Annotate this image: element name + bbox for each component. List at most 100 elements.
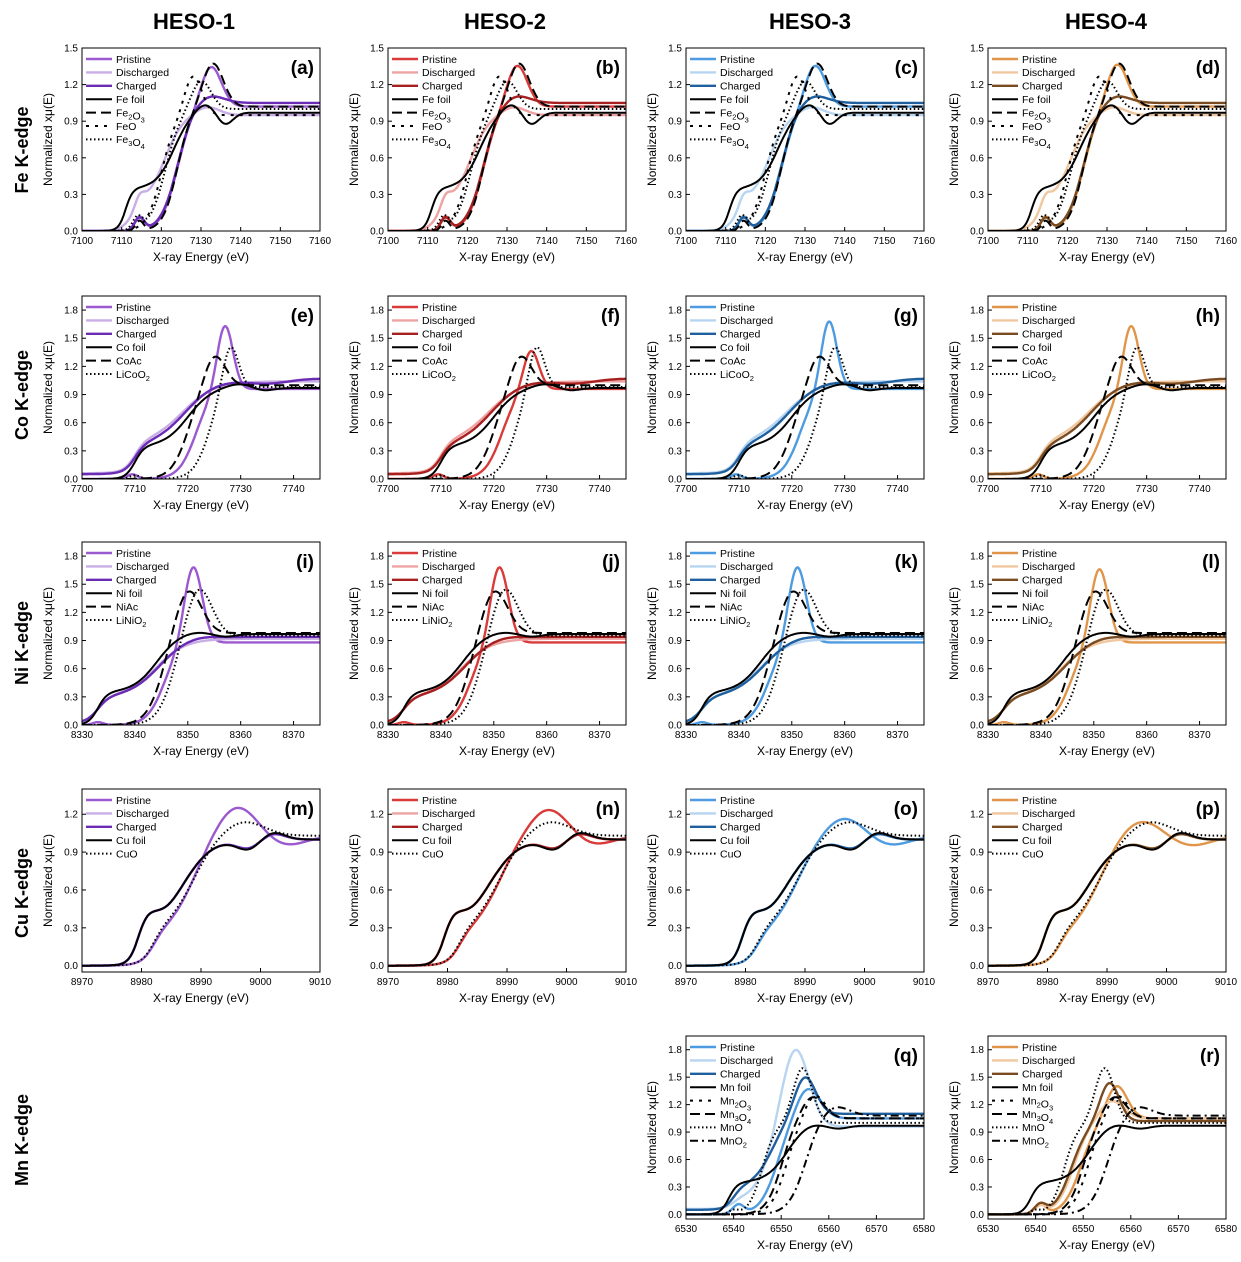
x-tick-label: 6530 bbox=[675, 1224, 698, 1235]
panel-q: 6530 6540 6550 6560 6570 6580 0.0 0.3 0.6 0.9 1.2 1… bbox=[645, 1035, 936, 1252]
y-tick-label: 1.2 bbox=[370, 80, 384, 91]
series-line-discharged bbox=[82, 637, 320, 723]
legend-item: Charged bbox=[422, 81, 462, 93]
legend-item: Fe foil bbox=[720, 94, 749, 106]
legend-item: NiAc bbox=[1022, 601, 1044, 613]
y-tick-label: 1.5 bbox=[970, 580, 984, 591]
series-line-licoo2 bbox=[686, 346, 924, 479]
x-tick-label: 7120 bbox=[1056, 236, 1079, 247]
y-axis-label: Normalized xμ(E) bbox=[41, 341, 55, 434]
series-line-discharged bbox=[686, 106, 924, 231]
x-tick-label: 8340 bbox=[728, 730, 751, 741]
y-tick-label: 0.0 bbox=[370, 227, 384, 238]
x-tick-label: 7740 bbox=[588, 484, 611, 495]
y-tick-label: 0.0 bbox=[668, 721, 682, 732]
legend-item: Charged bbox=[1022, 329, 1062, 341]
series-line-discharged bbox=[988, 380, 1226, 475]
legend-item: LiCoO2 bbox=[1022, 369, 1056, 383]
panel-label: (f) bbox=[601, 306, 620, 327]
series-line-fe-foil bbox=[82, 104, 320, 231]
legend-item: LiNiO2 bbox=[1022, 615, 1052, 629]
x-tick-label: 7140 bbox=[834, 236, 857, 247]
column-title-heso-2: HESO-2 bbox=[464, 9, 546, 34]
legend-item: Discharged bbox=[116, 808, 169, 820]
y-tick-label: 0.6 bbox=[64, 664, 78, 675]
series-group bbox=[82, 325, 320, 479]
y-tick-label: 0.0 bbox=[370, 961, 384, 972]
y-axis-label: Normalized xμ(E) bbox=[947, 834, 961, 927]
y-tick-label: 1.2 bbox=[64, 80, 78, 91]
y-tick-label: 0.3 bbox=[64, 190, 78, 201]
y-axis-label: Normalized xμ(E) bbox=[347, 587, 361, 680]
legend-item: Charged bbox=[1022, 81, 1062, 93]
y-tick-label: 1.8 bbox=[668, 306, 682, 317]
y-tick-label: 0.9 bbox=[668, 848, 682, 859]
y-tick-label: 0.6 bbox=[970, 1155, 984, 1166]
legend-item: Mn foil bbox=[1022, 1082, 1053, 1094]
y-tick-label: 1.5 bbox=[668, 580, 682, 591]
x-axis-label: X-ray Energy (eV) bbox=[1059, 498, 1155, 512]
legend-item: MnO2 bbox=[720, 1136, 747, 1150]
series-line-cuo bbox=[686, 821, 924, 967]
legend-item: Charged bbox=[1022, 822, 1062, 834]
x-tick-label: 7700 bbox=[675, 484, 698, 495]
series-line-niac bbox=[388, 590, 626, 725]
y-tick-label: 1.5 bbox=[370, 44, 384, 55]
series-line-cu-foil bbox=[988, 832, 1226, 967]
y-tick-label: 1.5 bbox=[64, 580, 78, 591]
x-tick-label: 6550 bbox=[1072, 1224, 1095, 1235]
x-tick-label: 6540 bbox=[722, 1224, 745, 1235]
y-tick-label: 1.5 bbox=[370, 580, 384, 591]
x-axis-label: X-ray Energy (eV) bbox=[1059, 1238, 1155, 1252]
y-tick-label: 0.0 bbox=[64, 227, 78, 238]
legend-item: CoAc bbox=[720, 355, 746, 367]
plot-frame bbox=[987, 1035, 1227, 1220]
legend-item: Mn3O4 bbox=[720, 1109, 751, 1126]
legend-item: Discharged bbox=[1022, 315, 1075, 327]
x-tick-label: 7730 bbox=[1136, 484, 1159, 495]
y-tick-label: 0.9 bbox=[370, 848, 384, 859]
plot-frame bbox=[987, 541, 1227, 726]
legend-item: FeO bbox=[422, 121, 442, 133]
x-tick-label: 7110 bbox=[111, 236, 133, 247]
series-line-charged bbox=[686, 635, 924, 723]
x-tick-label: 9000 bbox=[1155, 977, 1178, 988]
panel-label: (l) bbox=[1202, 552, 1220, 573]
y-tick-label: 0.6 bbox=[970, 418, 984, 429]
x-tick-label: 6530 bbox=[977, 1224, 1000, 1235]
x-tick-label: 9000 bbox=[853, 977, 876, 988]
y-tick-label: 0.6 bbox=[970, 885, 984, 896]
y-tick-label: 0.9 bbox=[64, 390, 78, 401]
x-tick-label: 7730 bbox=[834, 484, 857, 495]
legend-item: Pristine bbox=[116, 548, 151, 560]
x-tick-label: 8350 bbox=[1083, 730, 1106, 741]
legend-item: LiCoO2 bbox=[116, 369, 150, 383]
series-line-discharged bbox=[388, 637, 626, 723]
y-tick-label: 0.3 bbox=[668, 923, 682, 934]
y-tick-label: 0.3 bbox=[970, 692, 984, 703]
x-tick-label: 7730 bbox=[230, 484, 253, 495]
legend-item: CoAc bbox=[422, 355, 448, 367]
y-tick-label: 0.9 bbox=[64, 848, 78, 859]
x-tick-label: 8990 bbox=[496, 977, 519, 988]
legend-item: Pristine bbox=[422, 302, 457, 314]
legend-item: Ni foil bbox=[720, 588, 746, 600]
x-tick-label: 8370 bbox=[282, 730, 305, 741]
panel-label: (a) bbox=[291, 58, 314, 79]
series-group bbox=[388, 808, 626, 967]
legend-item: Charged bbox=[720, 1069, 760, 1081]
series-line-discharged bbox=[988, 637, 1226, 723]
legend-item: Pristine bbox=[116, 54, 151, 66]
legend-item: FeO bbox=[720, 121, 740, 133]
y-tick-label: 0.0 bbox=[970, 227, 984, 238]
legend-item: Discharged bbox=[1022, 561, 1075, 573]
x-tick-label: 8350 bbox=[177, 730, 200, 741]
y-tick-label: 0.0 bbox=[970, 961, 984, 972]
y-axis-label: Normalized xμ(E) bbox=[645, 587, 659, 680]
